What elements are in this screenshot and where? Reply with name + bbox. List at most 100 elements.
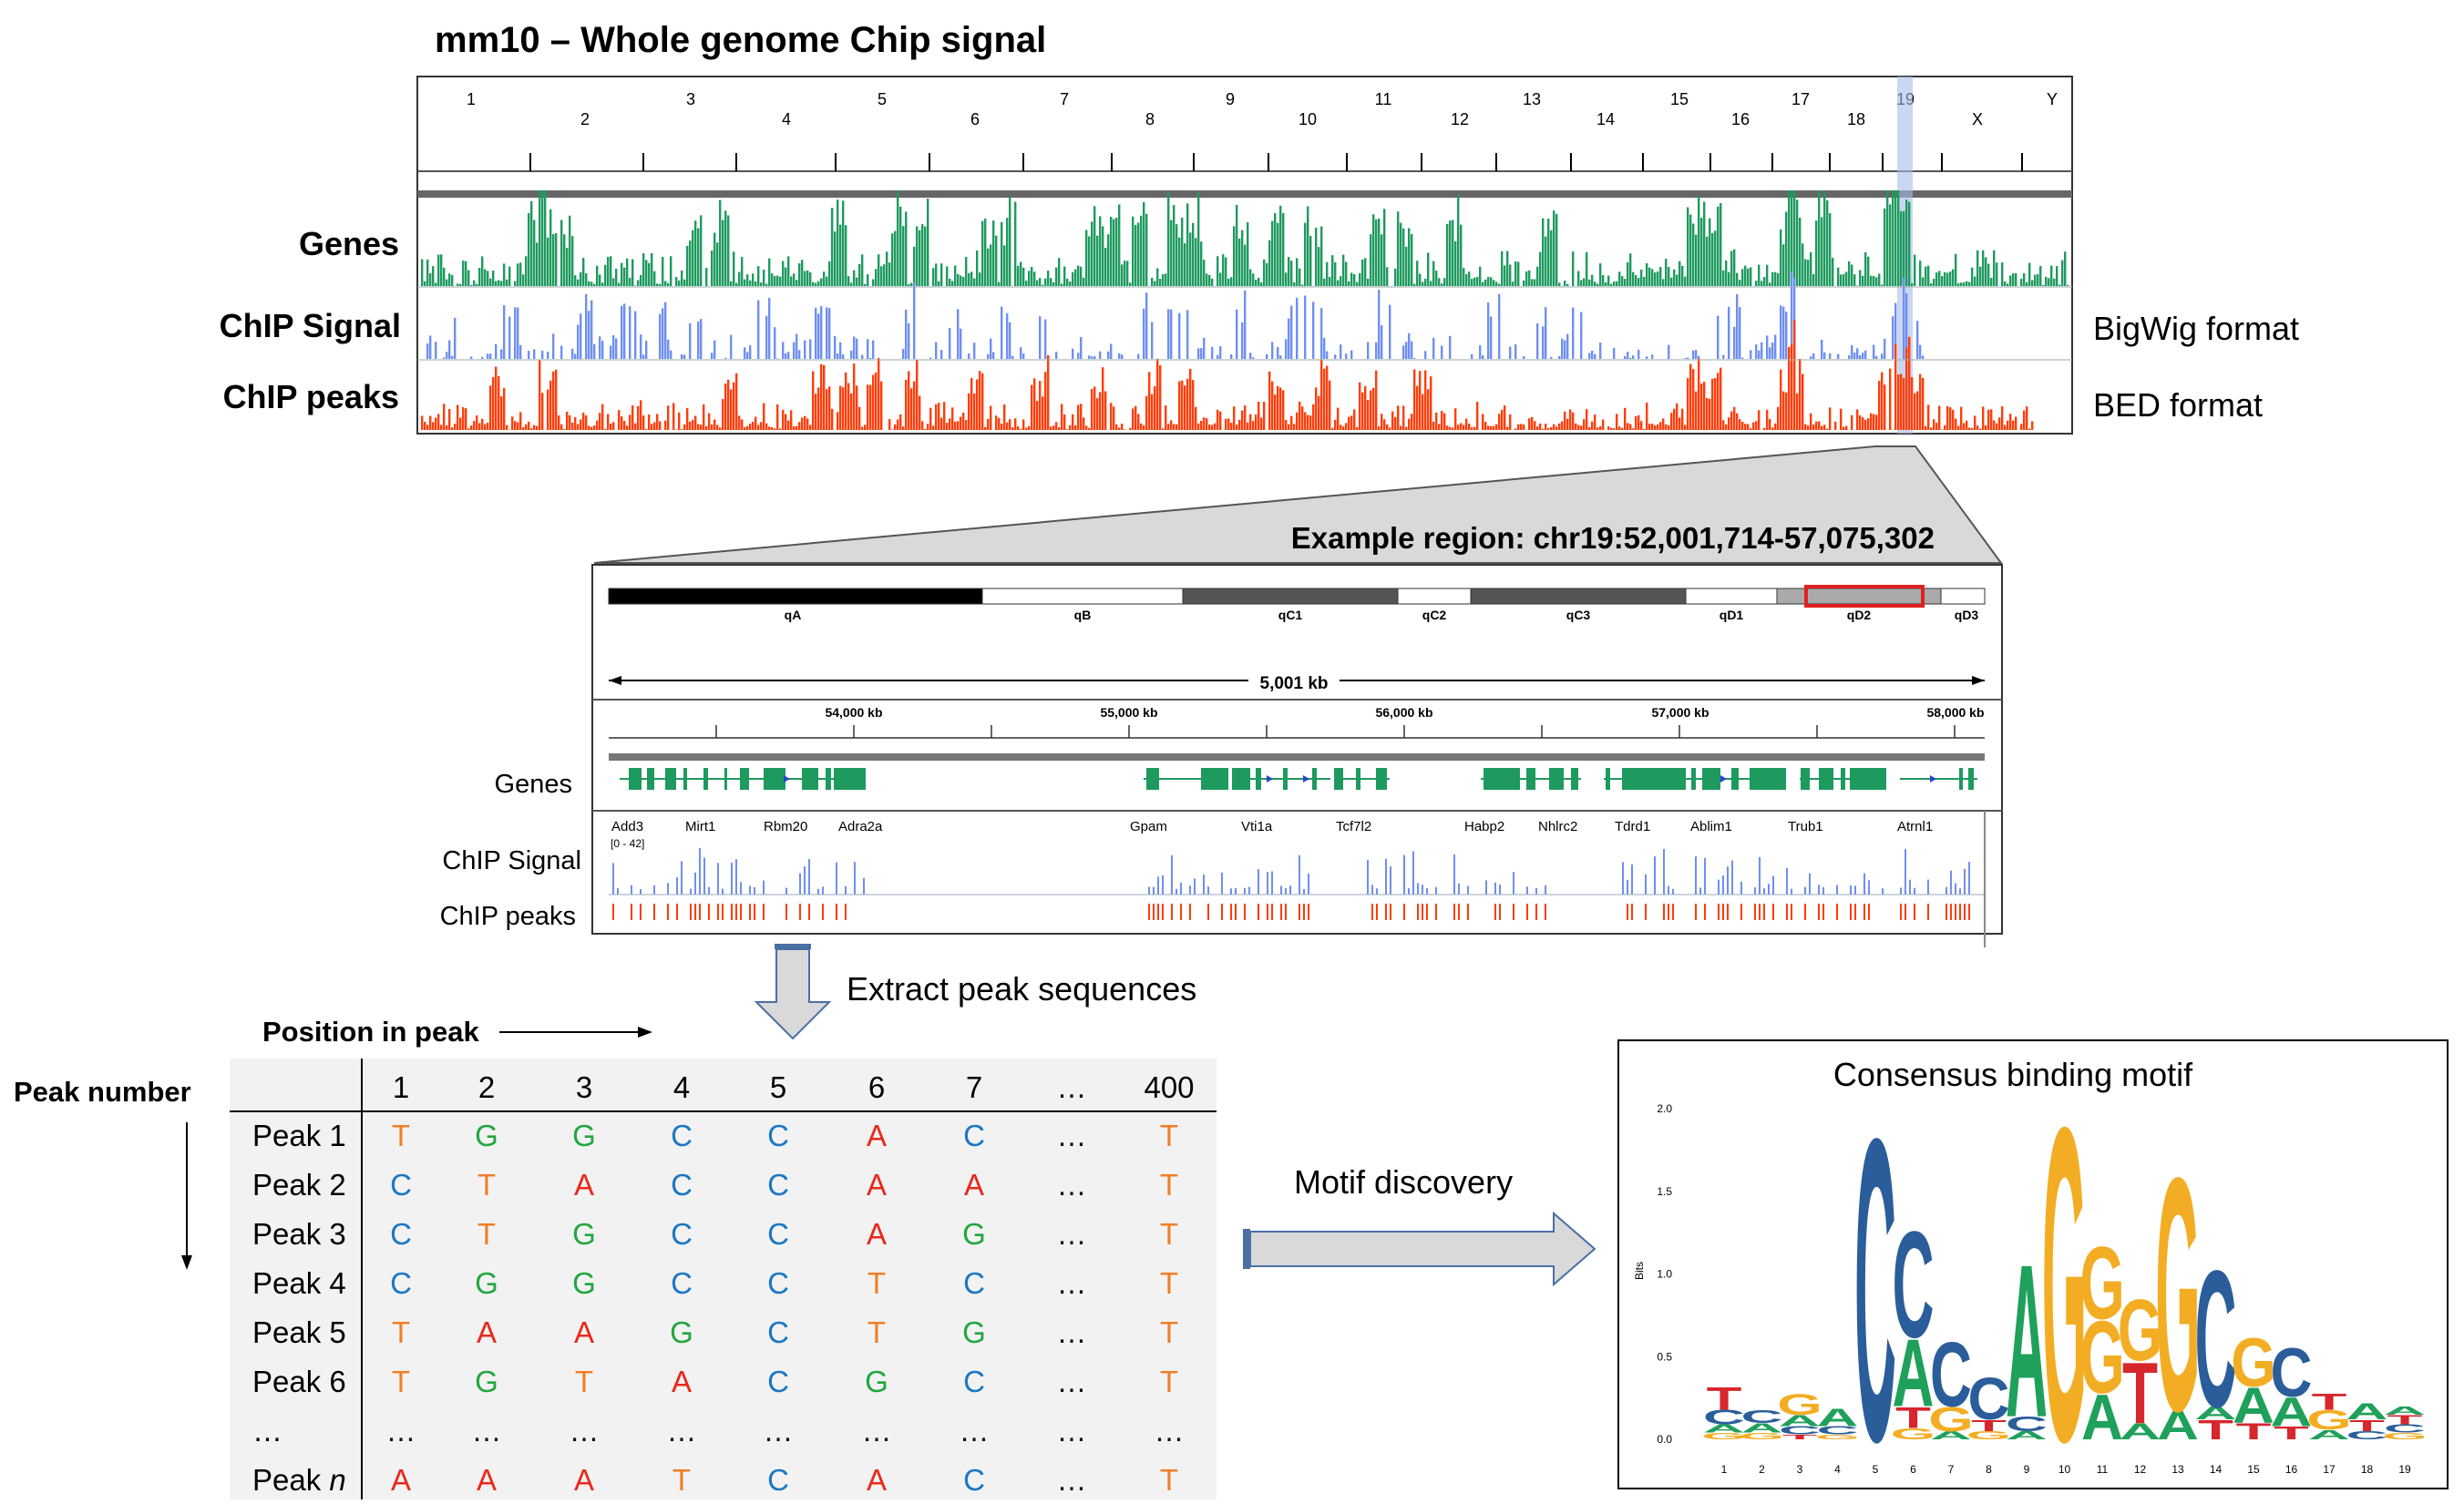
motif-letter: A — [2006, 1220, 2048, 1464]
motif-letter: G — [1966, 1429, 2011, 1442]
track-bar — [686, 407, 689, 430]
track-bar — [1534, 421, 1536, 430]
track-bar — [1780, 229, 1782, 286]
track-bar — [459, 283, 462, 286]
track-bar — [1093, 386, 1096, 430]
track-bar — [536, 425, 539, 430]
table-cell: T — [1160, 1315, 1178, 1349]
table-cell: A — [391, 1463, 411, 1497]
track-bar — [987, 248, 990, 286]
track-bar — [530, 428, 533, 430]
peak-mark — [1722, 904, 1724, 920]
scale-label-56000: 56,000 kb — [1375, 705, 1432, 720]
track-bar — [1001, 424, 1003, 430]
signal-bar — [1854, 885, 1856, 895]
ideogram-band — [1182, 588, 1399, 605]
track-bar — [1812, 273, 1815, 286]
zoom-connector — [593, 445, 2003, 564]
track-bar — [856, 385, 858, 430]
track-bar — [894, 230, 897, 286]
scale-ticks — [715, 725, 1956, 738]
track-bar — [1785, 211, 1788, 286]
track-bar — [782, 342, 785, 359]
track-bar — [525, 424, 528, 430]
track-bar — [467, 428, 470, 430]
track-bar — [1607, 275, 1610, 286]
track-bar — [1771, 342, 1774, 359]
track-bar — [714, 340, 716, 359]
band-labels: qA qB qC1 qC2 qC3 qD1 qD2 qD3 — [785, 608, 1979, 622]
track-bar — [476, 415, 478, 430]
motif-x-tick: 3 — [1797, 1463, 1803, 1476]
track-bar — [1586, 251, 1588, 286]
track-bar — [642, 415, 645, 430]
track-bar — [1709, 218, 1711, 286]
signal-bar — [1663, 848, 1665, 895]
track-bar — [823, 271, 826, 286]
track-bar — [1260, 417, 1263, 430]
track-bar — [1031, 266, 1033, 286]
track-bar — [1862, 275, 1864, 286]
track-bar — [1763, 277, 1766, 286]
track-bar — [1203, 260, 1206, 286]
track-bar — [1001, 306, 1003, 359]
track-bar — [1881, 284, 1884, 286]
track-bar — [954, 421, 957, 430]
track-bar — [1208, 274, 1211, 286]
signal-bar — [1194, 878, 1196, 895]
track-bar — [435, 417, 437, 430]
track-bar — [539, 360, 541, 430]
track-bar — [1818, 190, 1821, 286]
track-bar — [1780, 305, 1782, 359]
track-bar — [640, 400, 642, 430]
track-bar — [426, 343, 429, 359]
track-bar — [883, 264, 886, 286]
peak-mark — [1535, 904, 1537, 920]
track-bar — [1093, 206, 1096, 286]
signal-bar — [694, 872, 696, 895]
track-bar — [580, 419, 582, 430]
peak-mark — [1426, 904, 1428, 920]
extract-label: Extract peak sequences — [847, 970, 1196, 1008]
track-bar — [517, 422, 519, 430]
peak-mark — [1271, 904, 1273, 920]
track-bar — [820, 306, 823, 359]
track-bar — [1870, 413, 1873, 430]
track-bar — [995, 235, 998, 286]
track-bar — [1159, 278, 1162, 286]
track-bar — [1230, 353, 1233, 359]
track-bar — [804, 271, 806, 286]
track-bar — [1514, 261, 1517, 286]
track-bar — [1129, 282, 1132, 286]
track-bar — [1662, 418, 1665, 430]
track-bar — [2009, 275, 2012, 286]
track-bar — [1922, 277, 1925, 286]
track-bar — [1252, 421, 1255, 430]
track-bar — [492, 376, 495, 430]
track-bar — [1096, 235, 1099, 286]
track-bar — [457, 283, 459, 286]
signal-bar — [1791, 888, 1792, 895]
motif-letter: A — [1703, 1422, 1745, 1435]
track-bar — [1804, 424, 1807, 430]
motif-letter: A — [1779, 1412, 1821, 1430]
signal-bar — [1422, 885, 1423, 895]
signal-bar — [1818, 885, 1820, 895]
track-bar — [1121, 354, 1124, 359]
track-bar — [1733, 406, 1736, 430]
signal-bar — [1308, 874, 1309, 895]
track-bar — [1356, 281, 1359, 286]
track-bar — [637, 280, 640, 286]
track-bar — [1006, 422, 1009, 430]
signal-bar — [1148, 886, 1150, 895]
peak-mark — [1663, 904, 1665, 920]
track-bar — [1003, 404, 1006, 430]
motif-panel: Consensus binding motif Bits 0.00.51.01.… — [1617, 1036, 2449, 1504]
track-bar — [1750, 350, 1752, 359]
track-bar — [1266, 353, 1268, 359]
track-bar — [1550, 230, 1553, 286]
region-track-label-genes: Genes — [495, 770, 572, 799]
table-cell: T — [672, 1463, 691, 1497]
motif-x-tick: 4 — [1834, 1463, 1841, 1476]
track-bar — [1115, 217, 1118, 286]
